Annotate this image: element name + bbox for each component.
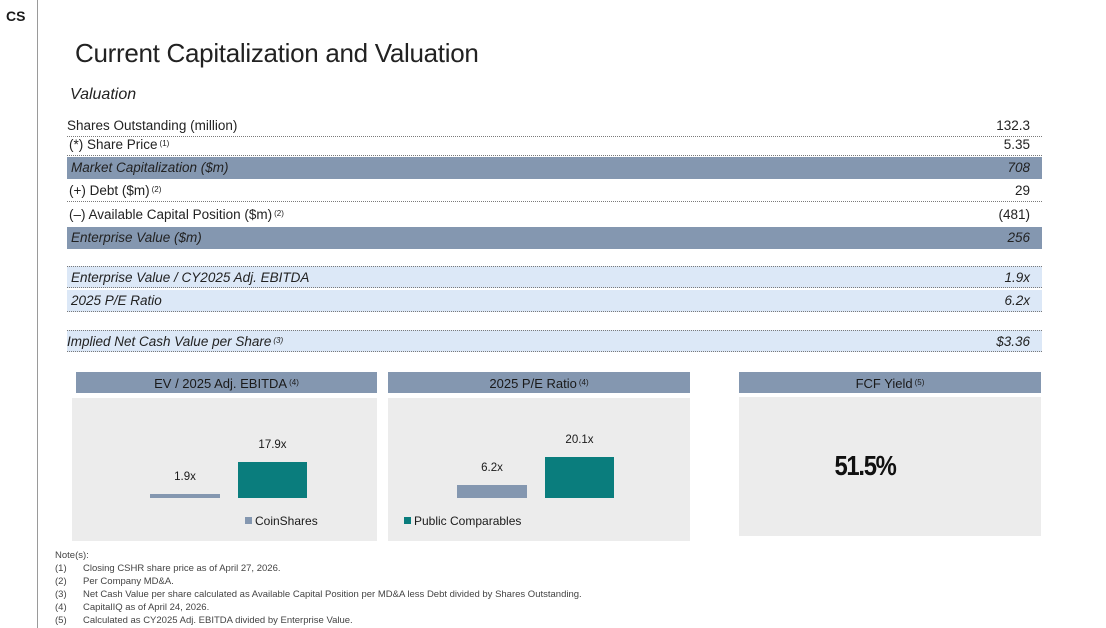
footnote-ref: (3)	[273, 336, 284, 345]
row-label: (–) Available Capital Position ($m) (2)	[69, 207, 284, 222]
data-label: 20.1x	[565, 434, 594, 446]
row-value: 29	[1014, 183, 1030, 198]
row-value: 1.9x	[1004, 270, 1030, 285]
row-implied-net-cash: Implied Net Cash Value per Share (3) $3.3…	[67, 330, 1042, 352]
page-title: Current Capitalization and Valuation	[75, 38, 479, 68]
panel-body-pe	[388, 398, 690, 541]
row-share-price: (*) Share Price (1) 5.35	[67, 134, 1042, 156]
data-label: 1.9x	[174, 471, 196, 483]
row-label: Market Capitalization ($m)	[71, 160, 229, 175]
row-value: (481)	[998, 207, 1030, 222]
row-value: 256	[1007, 230, 1030, 245]
row-enterprise-value: Enterprise Value ($m) 256	[67, 227, 1042, 249]
data-label: 6.2x	[481, 462, 503, 474]
panel-header-fcf: FCF Yield (5)	[739, 372, 1041, 393]
note-item: (5) Calculated as CY2025 Adj. EBITDA divi…	[55, 615, 353, 626]
row-label: Implied Net Cash Value per Share (3)	[67, 334, 284, 349]
legend-coinshares: CoinShares	[245, 514, 318, 528]
row-label: (+) Debt ($m) (2)	[69, 183, 162, 198]
row-label: (*) Share Price (1)	[69, 137, 170, 152]
footnote-ref: (5)	[914, 378, 925, 387]
footnote-ref: (1)	[159, 139, 170, 148]
company-logo: CS	[6, 8, 26, 24]
row-label: Shares Outstanding (million)	[67, 118, 238, 133]
left-divider	[37, 0, 38, 628]
row-pe-ratio: 2025 P/E Ratio 6.2x	[67, 290, 1042, 312]
row-value: 708	[1007, 160, 1030, 175]
row-value: 5.35	[1003, 137, 1030, 152]
row-value: 6.2x	[1004, 293, 1030, 308]
bar-comparables	[238, 462, 307, 498]
data-label: 17.9x	[258, 439, 287, 451]
panel-header-pe: 2025 P/E Ratio (4)	[388, 372, 690, 393]
row-shares-outstanding: Shares Outstanding (million) 132.3	[67, 115, 1042, 137]
footnote-ref: (4)	[578, 378, 589, 387]
row-debt: (+) Debt ($m) (2) 29	[67, 180, 1042, 202]
section-subtitle: Valuation	[70, 86, 137, 103]
note-item: (2) Per Company MD&A.	[55, 576, 174, 587]
panel-body-fcf	[739, 397, 1041, 536]
row-label: 2025 P/E Ratio	[71, 293, 162, 308]
row-label: Enterprise Value / CY2025 Adj. EBITDA	[71, 270, 310, 285]
note-item: (3) Net Cash Value per share calculated a…	[55, 589, 582, 600]
row-value: $3.36	[996, 334, 1030, 349]
panel-body-ev-ebitda	[72, 398, 377, 541]
legend-swatch	[404, 517, 411, 524]
footnote-ref: (2)	[151, 185, 162, 194]
notes-heading: Note(s):	[55, 550, 89, 561]
row-market-cap: Market Capitalization ($m) 708	[67, 157, 1042, 179]
footnote-ref: (4)	[289, 378, 299, 387]
row-label: Enterprise Value ($m)	[71, 230, 202, 245]
note-item: (1) Closing CSHR share price as of April …	[55, 563, 281, 574]
legend-swatch	[245, 517, 252, 524]
footnote-ref: (2)	[274, 209, 284, 218]
footnotes: Note(s): (1) Closing CSHR share price as …	[55, 550, 582, 628]
legend-comparables: Public Comparables	[404, 514, 521, 528]
panel-header-ev-ebitda: EV / 2025 Adj. EBITDA (4)	[76, 372, 377, 393]
row-available-capital: (–) Available Capital Position ($m) (2) (…	[67, 204, 1042, 226]
note-item: (4) CapitalIQ as of April 24, 2026.	[55, 602, 210, 613]
row-ev-ebitda: Enterprise Value / CY2025 Adj. EBITDA 1.…	[67, 266, 1042, 288]
bar-coinshares	[150, 494, 220, 498]
fcf-yield-value: 51.5%	[834, 450, 896, 481]
row-value: 132.3	[996, 118, 1030, 133]
bar-comparables	[545, 457, 614, 498]
bar-coinshares	[457, 485, 527, 498]
